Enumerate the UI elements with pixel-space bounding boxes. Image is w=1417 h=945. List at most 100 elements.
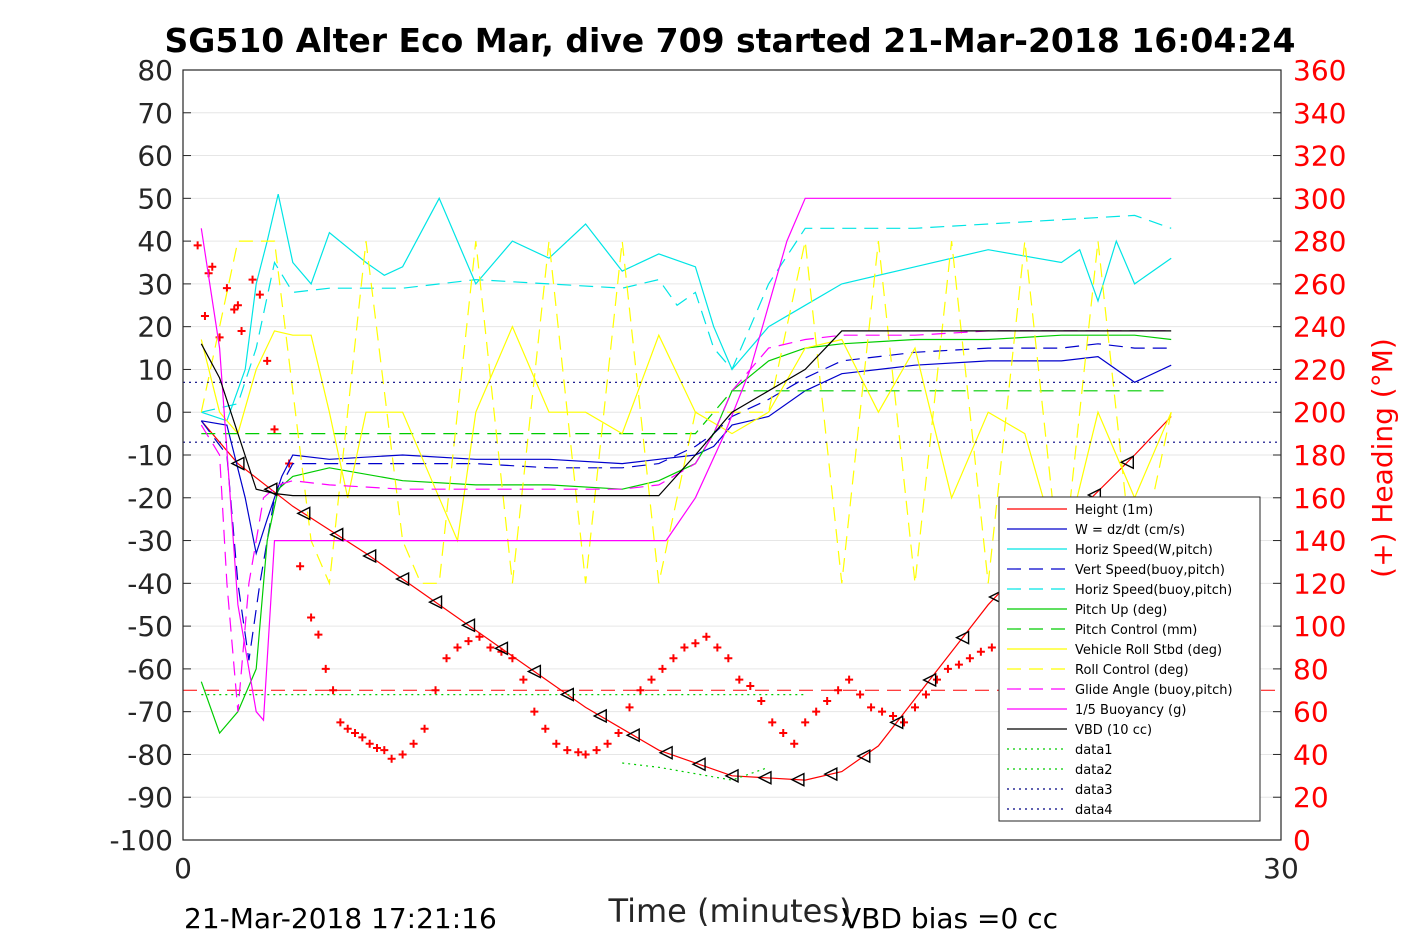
depth-marker (230, 456, 245, 471)
heading-point (658, 664, 667, 673)
y2-tick-label: 80 (1293, 653, 1329, 686)
series-line (201, 193, 1172, 422)
legend-label: Roll Control (deg) (1075, 663, 1189, 678)
y2-tick-label: 200 (1293, 396, 1346, 429)
heading-point (486, 643, 495, 652)
heading-point (296, 562, 305, 571)
y-tick-label: -60 (127, 653, 173, 686)
y-tick-label: 60 (137, 140, 173, 173)
plot-frame (182, 69, 1282, 841)
y2-tick-label: 320 (1293, 140, 1346, 173)
heading-point (889, 711, 898, 720)
right-axis-label: (+) Heading (°M) (1366, 338, 1399, 578)
y2-tick-label: 160 (1293, 482, 1346, 515)
right-y-axis: 3603403203002802602402202001801601401201… (1273, 54, 1346, 857)
y-tick-label: -70 (127, 696, 173, 729)
heading-point (307, 613, 316, 622)
heading-point (691, 639, 700, 648)
y2-tick-label: 260 (1293, 268, 1346, 301)
series-line (200, 240, 1172, 586)
heading-point (779, 729, 788, 738)
series-line (201, 390, 1172, 435)
y2-tick-label: 140 (1293, 525, 1346, 558)
heading-point (921, 690, 930, 699)
heading-point (270, 425, 279, 434)
series-line (200, 334, 1172, 735)
y2-tick-label: 60 (1293, 696, 1329, 729)
y-tick-label: 70 (137, 97, 173, 130)
legend-label: data4 (1075, 803, 1113, 818)
y-tick-label: 40 (137, 225, 173, 258)
legend-label: data2 (1075, 763, 1113, 778)
heading-point (603, 739, 612, 748)
y2-tick-label: 40 (1293, 738, 1329, 771)
y-tick-label: 20 (137, 311, 173, 344)
heading-point (834, 686, 843, 695)
heading-point (932, 675, 941, 684)
heading-point (856, 690, 865, 699)
heading-point (380, 746, 389, 755)
legend-label: 1/5 Buoyancy (g) (1075, 703, 1186, 718)
series-line (200, 330, 1172, 712)
legend-label: Pitch Control (mm) (1075, 623, 1197, 638)
heading-point (943, 664, 952, 673)
y2-tick-label: 220 (1293, 353, 1346, 386)
heading-point (976, 647, 985, 656)
heading-point (965, 654, 974, 663)
series-line (622, 762, 769, 781)
heading-point (314, 630, 323, 639)
legend-label: Glide Angle (buoy,pitch) (1075, 683, 1233, 698)
series-line (200, 343, 1172, 661)
x-axis: 0 30 (174, 852, 1299, 885)
y-tick-label: -90 (127, 781, 173, 814)
legend-label: Pitch Up (deg) (1075, 603, 1167, 618)
depth-marker (790, 772, 805, 787)
depth-marker (955, 630, 970, 645)
depth-marker (724, 768, 739, 783)
heading-point (552, 739, 561, 748)
heading-point (343, 724, 352, 733)
x-tick-label: 0 (174, 852, 192, 885)
depth-marker (691, 757, 706, 772)
heading-point (757, 696, 766, 705)
heading-point (530, 707, 539, 716)
heading-point (358, 733, 367, 742)
y-tick-label: -40 (127, 567, 173, 600)
depth-marker (856, 749, 871, 764)
left-y-axis: 80 70 60 50 40 30 20 10 0 -10 -20 -30 -40 -50 -60 -70 -8… (109, 54, 191, 857)
y2-tick-label: 340 (1293, 97, 1346, 130)
legend-label: Vehicle Roll Stbd (deg) (1075, 643, 1222, 658)
legend-label: Height (1m) (1075, 503, 1153, 518)
heading-point (329, 686, 338, 695)
heading-point (237, 326, 246, 335)
legend-label: data3 (1075, 783, 1113, 798)
y-tick-label: -30 (127, 525, 173, 558)
chart-title: SG510 Alter Eco Mar, dive 709 started 21… (165, 21, 1296, 60)
heading-point (409, 739, 418, 748)
heading-point (222, 284, 231, 293)
depth-marker (592, 708, 607, 724)
heading-point (255, 290, 264, 299)
depth-marker (922, 672, 937, 688)
y2-tick-label: 120 (1293, 567, 1346, 600)
heading-point (647, 675, 656, 684)
depth-marker (460, 618, 476, 633)
legend-label: VBD (10 cc) (1075, 723, 1152, 738)
y2-tick-label: 0 (1293, 824, 1311, 857)
y2-tick-label: 180 (1293, 439, 1346, 472)
heading-point (200, 311, 209, 320)
x-tick-label: 30 (1263, 852, 1299, 885)
heading-point (746, 682, 755, 690)
depth-marker (395, 571, 410, 587)
depth-marker (296, 506, 311, 521)
series-line (200, 330, 1172, 497)
depth-marker (757, 770, 772, 785)
legend-label: data1 (1075, 743, 1113, 758)
heading-point (987, 643, 996, 652)
heading-point (636, 686, 645, 695)
heading-point (464, 637, 473, 646)
footer-vbd-bias: VBD bias =0 cc (842, 902, 1058, 935)
heading-point (420, 724, 429, 733)
heading-point (823, 696, 832, 705)
heading-point (193, 241, 202, 250)
